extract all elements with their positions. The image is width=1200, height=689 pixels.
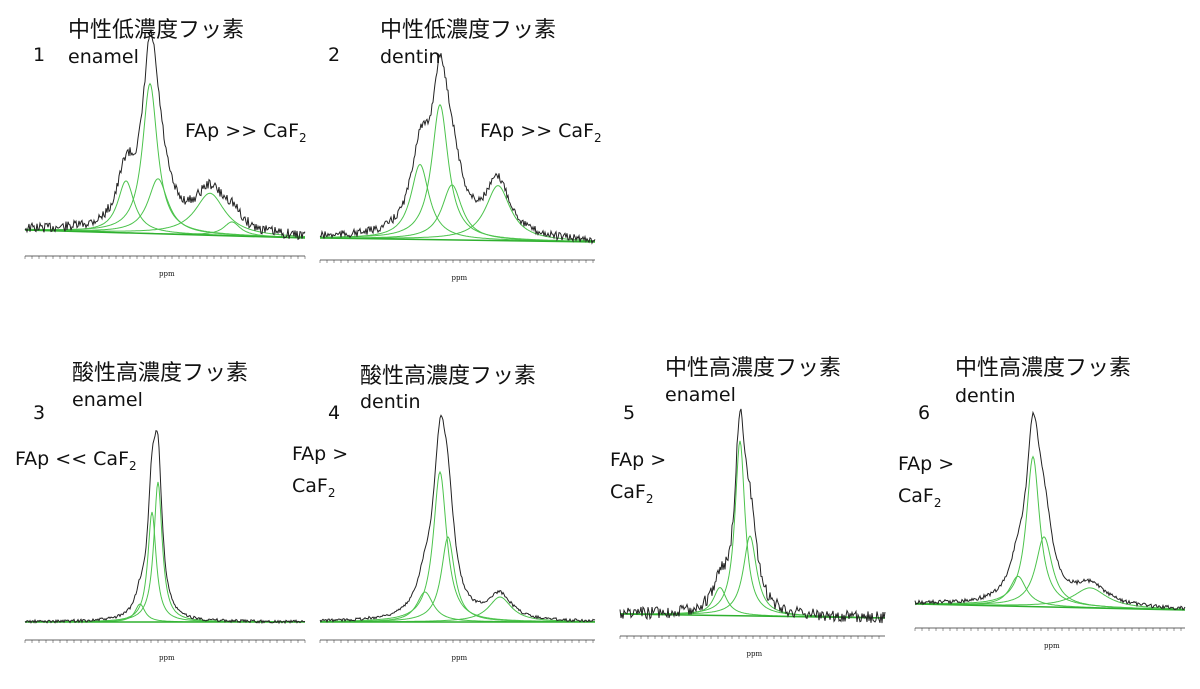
axis-label: ppm [1044,642,1060,650]
measured-spectrum [319,414,596,623]
component-curve [320,536,595,623]
sample-name: enamel [68,46,139,68]
panel-title: 中性高濃度フッ素 [665,356,842,381]
axis-label: ppm [451,274,468,282]
panel-number: 4 [328,402,341,424]
annotation-line: FAp > [610,449,667,471]
annotation: FAp >> CaF2 [480,115,602,154]
subscript: 2 [299,130,307,145]
panel-number: 3 [33,402,46,424]
component-curve [25,481,305,623]
baseline-fit [319,237,596,243]
subscript: 2 [129,458,137,473]
subscript: 2 [933,495,942,510]
baseline-fit [619,613,886,619]
annotation-line: CaF [292,475,328,497]
measured-spectrum [319,53,596,245]
annotation: FAp > CaF2 [610,444,666,515]
sample-name: dentin [955,385,1016,407]
measured-spectrum [24,430,306,625]
axis-label: ppm [159,270,175,278]
panel-number: 2 [328,44,341,66]
axis-label: ppm [451,654,468,662]
component-curve [25,511,305,623]
component-curve [915,536,1185,611]
component-curve [915,455,1185,611]
sample-name: enamel [72,389,143,411]
annotation-line: CaF [898,485,934,507]
panel-number: 5 [623,402,636,424]
baseline-fit [914,603,1186,611]
annotation-line: FAp > [898,453,955,475]
baseline-fit [24,229,306,239]
panel-number: 6 [918,402,931,424]
panel-number: 1 [33,44,46,66]
subscript: 2 [645,491,654,506]
annotation-line: FAp >> CaF [480,120,594,142]
axis-label: ppm [746,650,763,658]
annotation: FAp > CaF2 [292,438,348,509]
sample-name: enamel [665,384,736,406]
annotation: FAp > CaF2 [898,448,954,519]
measured-spectrum [619,408,886,624]
component-curve [320,163,595,243]
measured-spectrum [24,29,306,241]
axis-label: ppm [159,654,175,662]
component-curve [25,82,305,238]
panel-title: 中性低濃度フッ素 [68,18,245,43]
subscript: 2 [327,485,336,500]
measured-spectrum [914,410,1186,611]
component-curve [620,535,885,619]
sample-name: dentin [360,391,421,413]
subscript: 2 [594,130,602,145]
annotation-line: FAp >> CaF [185,120,299,142]
annotation-line: FAp > [292,443,349,465]
annotation: FAp >> CaF2 [185,115,307,154]
panel-title: 酸性高濃度フッ素 [72,361,249,386]
panel-title: 中性高濃度フッ素 [955,356,1132,381]
panel-title: 酸性高濃度フッ素 [360,364,537,389]
panel-title: 中性低濃度フッ素 [380,18,557,43]
component-curve [320,470,595,623]
sample-name: dentin [380,46,441,68]
component-curve [914,587,1186,610]
annotation: FAp << CaF2 [15,443,137,482]
annotation-line: FAp << CaF [15,448,129,470]
annotation-line: CaF [610,481,646,503]
